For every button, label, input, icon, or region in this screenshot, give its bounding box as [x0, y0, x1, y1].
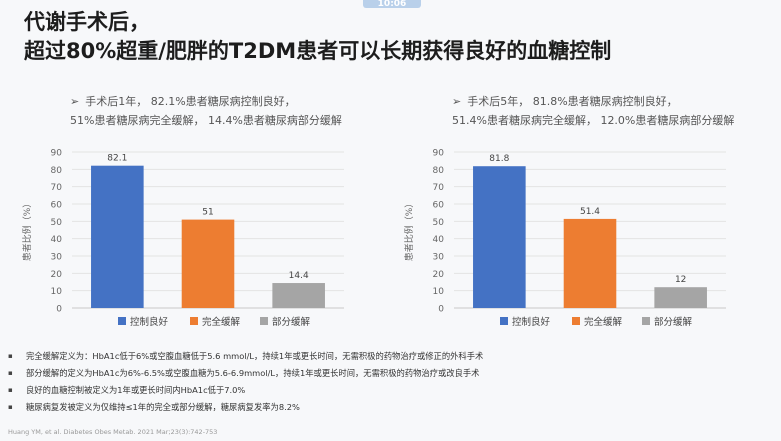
y-axis-label: 患者比例（%） [403, 199, 415, 262]
right-summary: ➢ 手术后5年， 81.8%患者糖尿病控制良好， 51.4%患者糖尿病完全缓解， … [452, 92, 734, 130]
reference-citation: Huang YM, et al. Diabetes Obes Metab. 20… [8, 428, 218, 436]
note-item: 部分缓解的定义为HbA1c为6%-6.5%或空腹血糖为5.6-6.9mmol/L… [8, 365, 778, 382]
y-tick-label: 60 [433, 201, 445, 211]
bar-1 [91, 165, 144, 308]
bar-value-label: 51.4 [580, 207, 600, 217]
bar-value-label: 82.1 [107, 154, 127, 164]
bar-1 [473, 166, 526, 308]
bar-2 [181, 219, 235, 308]
timer-badge: 10:06 [363, 0, 421, 8]
legend-swatch [190, 317, 198, 325]
legend-swatch [260, 317, 268, 325]
bar-value-label: 14.4 [289, 271, 309, 281]
y-axis-label: 患者比例（%） [21, 199, 33, 262]
title-line-1: 代谢手术后， [24, 10, 150, 34]
arrow-bullet-icon: ➢ [70, 95, 80, 108]
slide-title: 代谢手术后， 超过80%超重/肥胖的T2DM患者可以长期获得良好的血糖控制 [24, 8, 611, 65]
y-tick-label: 50 [433, 218, 445, 228]
y-tick-label: 10 [51, 287, 63, 297]
y-tick-label: 30 [433, 253, 445, 263]
y-tick-label: 0 [438, 305, 444, 315]
legend-label: 部分缓解 [272, 316, 311, 328]
bar-3 [654, 287, 707, 308]
legend-label: 控制良好 [130, 316, 169, 328]
title-line-2: 超过80%超重/肥胖的T2DM患者可以长期获得良好的血糖控制 [24, 39, 612, 63]
y-tick-label: 80 [433, 166, 445, 176]
y-tick-label: 30 [51, 253, 63, 263]
y-tick-label: 80 [51, 166, 63, 176]
y-tick-label: 20 [433, 270, 445, 280]
y-tick-label: 90 [51, 149, 63, 159]
legend-label: 控制良好 [512, 316, 551, 328]
bar-value-label: 81.8 [489, 154, 509, 164]
right-summary-line-1: 手术后5年， 81.8%患者糖尿病控制良好， [467, 95, 678, 108]
y-tick-label: 20 [51, 270, 63, 280]
y-tick-label: 90 [433, 149, 445, 159]
legend-label: 完全缓解 [202, 316, 241, 328]
y-tick-label: 70 [433, 183, 445, 193]
chart-year-1: 0 10 20 30 40 50 60 70 80 90 患者比例（%） 82.1 51 14.4 控制良好… [21, 149, 344, 328]
bar-value-label: 51 [202, 208, 213, 218]
left-summary-line-1: 手术后1年， 82.1%患者糖尿病控制良好， [85, 95, 296, 108]
y-tick-label: 10 [433, 287, 445, 297]
bar-3 [272, 283, 325, 308]
legend-swatch [118, 317, 126, 325]
legend-label: 部分缓解 [654, 316, 693, 328]
left-summary: ➢ 手术后1年， 82.1%患者糖尿病控制良好， 51%患者糖尿病完全缓解， 14… [70, 92, 342, 130]
y-tick-label: 70 [51, 183, 63, 193]
definition-notes: 完全缓解定义为：HbA1c低于6%或空腹血糖低于5.6 mmol/L，持续1年或… [8, 348, 778, 416]
bar-value-label: 12 [675, 275, 686, 285]
legend-swatch [572, 317, 580, 325]
y-tick-label: 50 [51, 218, 63, 228]
right-summary-line-2: 51.4%患者糖尿病完全缓解， 12.0%患者糖尿病部分缓解 [452, 114, 735, 127]
y-tick-label: 40 [433, 235, 445, 245]
note-item: 完全缓解定义为：HbA1c低于6%或空腹血糖低于5.6 mmol/L，持续1年或… [8, 348, 778, 365]
y-tick-label: 60 [51, 201, 63, 211]
y-tick-label: 40 [51, 235, 63, 245]
legend-label: 完全缓解 [584, 316, 623, 328]
arrow-bullet-icon: ➢ [452, 95, 462, 108]
y-tick-label: 0 [56, 305, 62, 315]
legend-swatch [642, 317, 650, 325]
left-summary-line-2: 51%患者糖尿病完全缓解， 14.4%患者糖尿病部分缓解 [70, 114, 342, 127]
chart-year-5: 0 10 20 30 40 50 60 70 80 90 患者比例（%） 81.8 51.4 12 控制良好… [403, 149, 726, 328]
legend-swatch [500, 317, 508, 325]
bar-2 [563, 218, 617, 308]
note-item: 糖尿病复发被定义为仅维持≤1年的完全或部分缓解，糖尿病复发率为8.2% [8, 399, 778, 416]
note-item: 良好的血糖控制被定义为1年或更长时间内HbA1c低于7.0% [8, 382, 778, 399]
